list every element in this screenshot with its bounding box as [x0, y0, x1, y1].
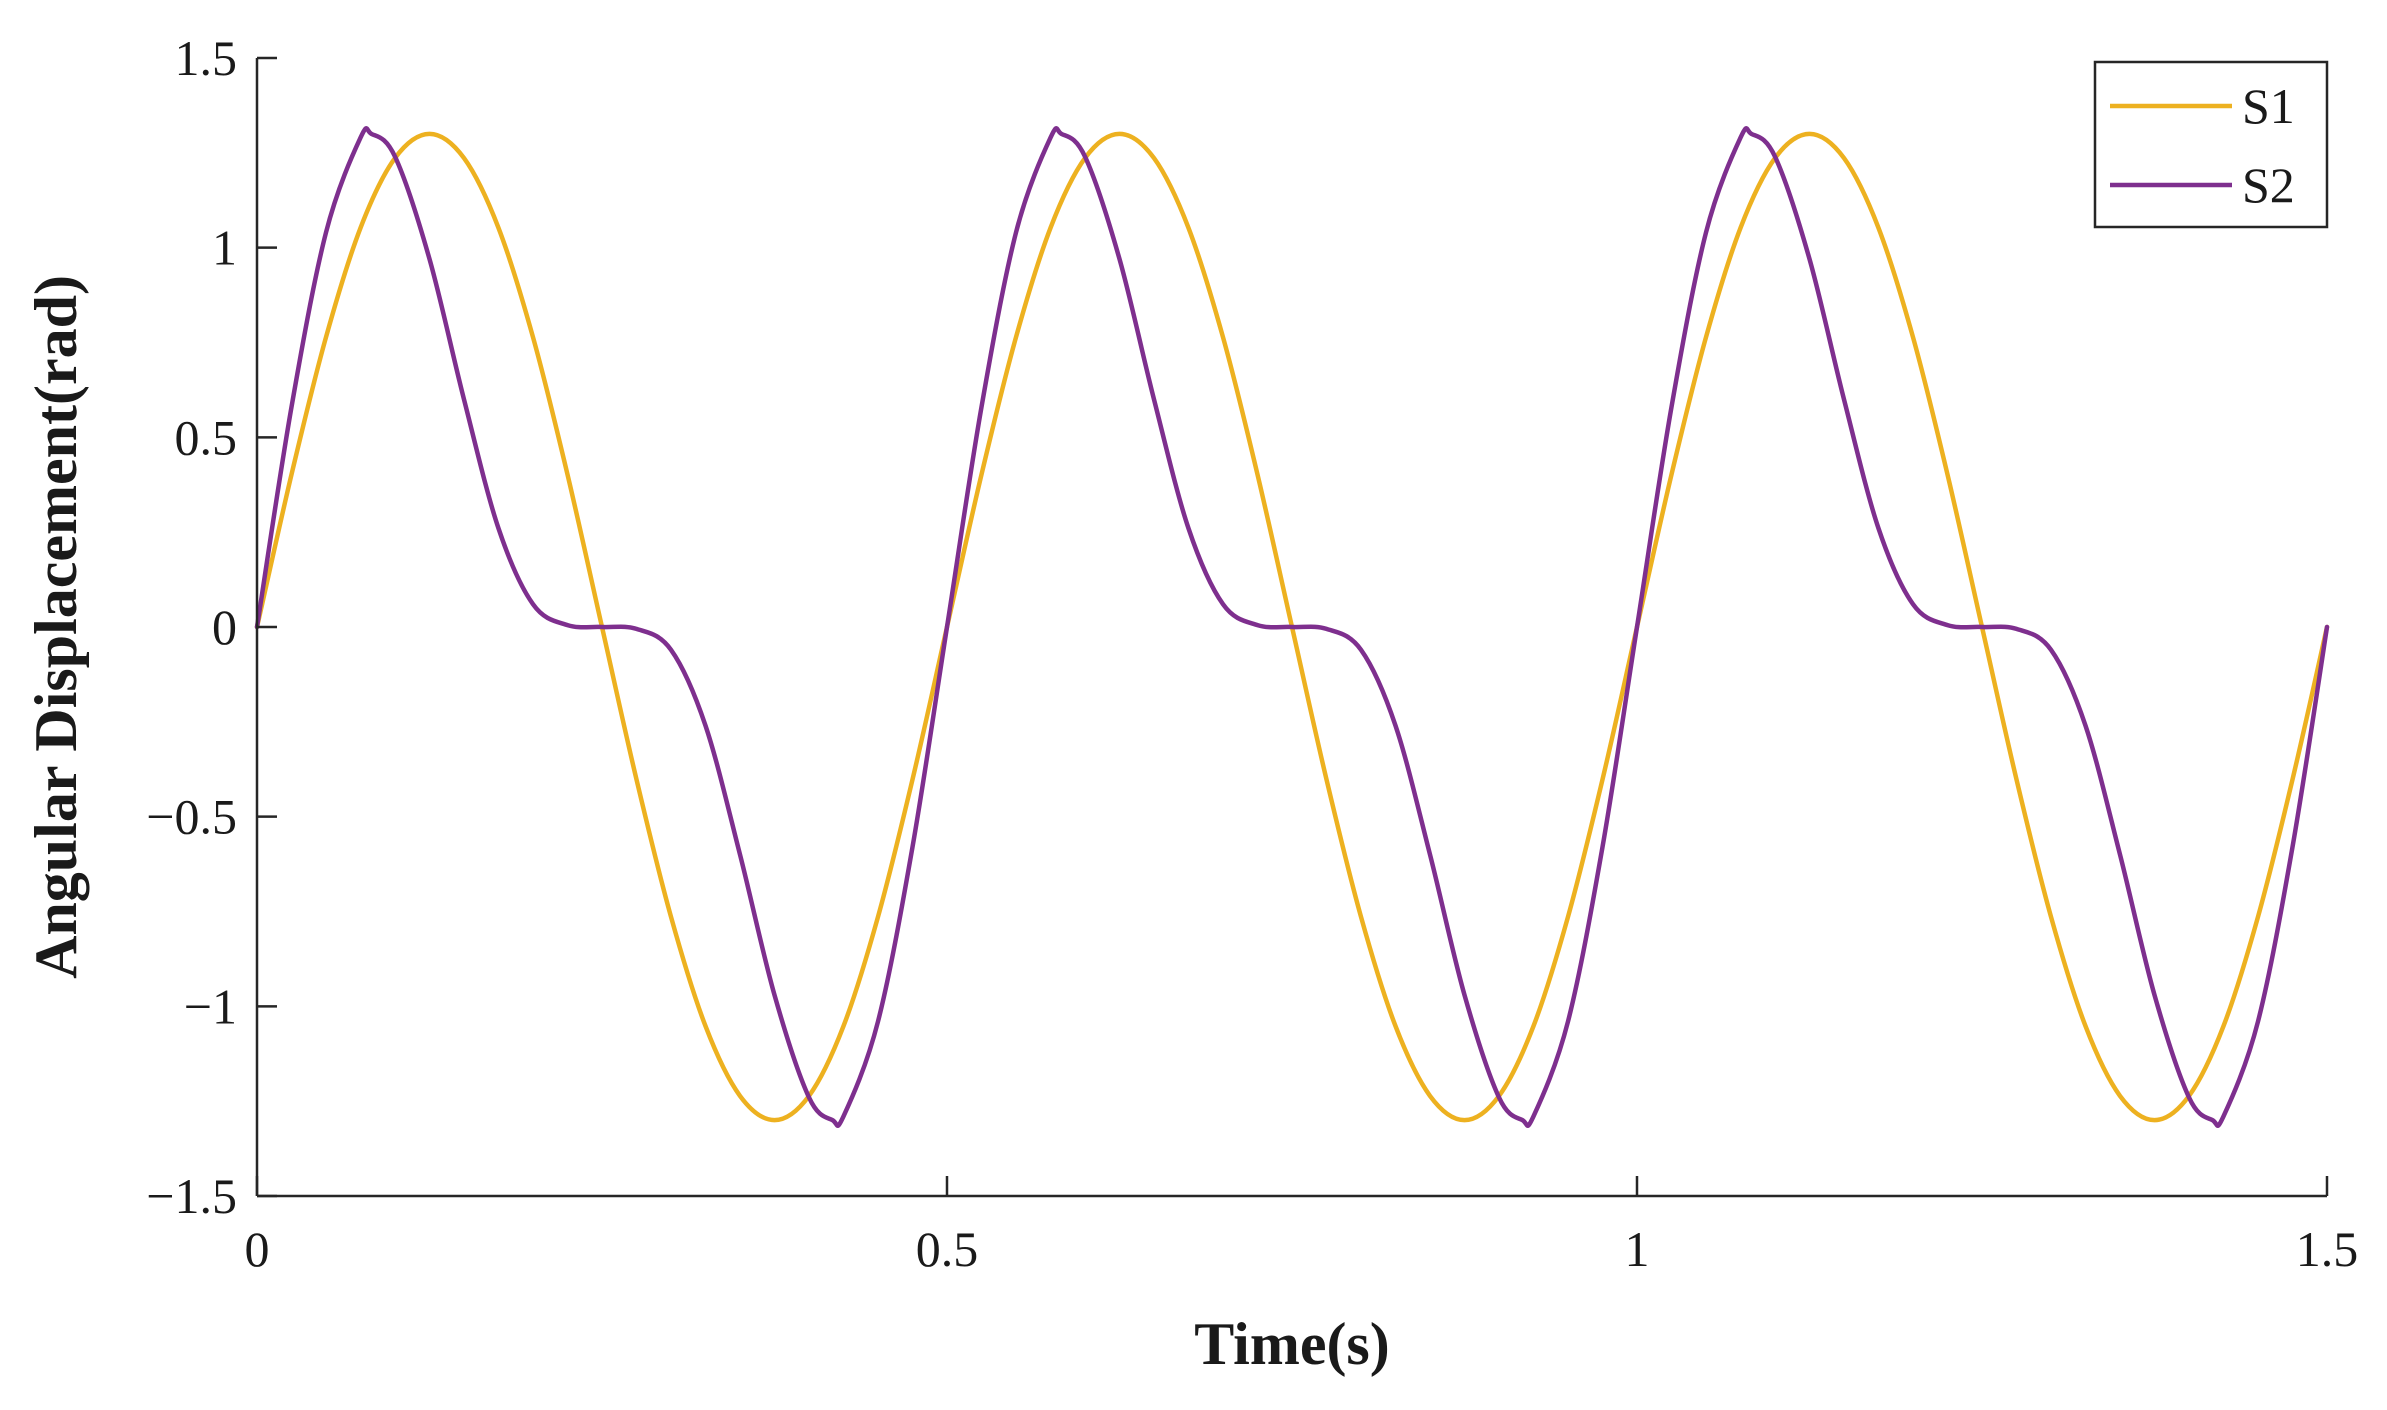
y-tick-label: 1 [212, 220, 237, 276]
legend-label-s2: S2 [2242, 157, 2295, 213]
x-tick-label: 1.5 [2296, 1221, 2359, 1277]
y-tick-label: −1.5 [146, 1168, 237, 1224]
x-tick-label: 0.5 [916, 1221, 979, 1277]
y-ticks: 1.5 1 0.5 0 −0.5 −1 −1.5 [146, 30, 277, 1224]
legend-box [2093, 60, 2329, 229]
y-tick-label: −1 [184, 978, 237, 1034]
y-tick-label: 0.5 [175, 409, 238, 465]
y-tick-label: −0.5 [146, 789, 237, 845]
x-axis-label: Time(s) [1194, 1311, 1390, 1377]
y-tick-label: 1.5 [175, 30, 238, 86]
x-ticks: 0 0.5 1 1.5 [245, 1176, 2359, 1277]
y-axis-label: Angular Displacement(rad) [23, 275, 89, 979]
legend: S1 S2 [2093, 60, 2329, 229]
series-line-s2 [254, 126, 2330, 1128]
y-tick-label: 0 [212, 599, 237, 655]
series-layer [254, 126, 2330, 1128]
x-tick-label: 1 [1625, 1221, 1650, 1277]
legend-label-s1: S1 [2242, 78, 2295, 134]
x-tick-label: 0 [245, 1221, 270, 1277]
